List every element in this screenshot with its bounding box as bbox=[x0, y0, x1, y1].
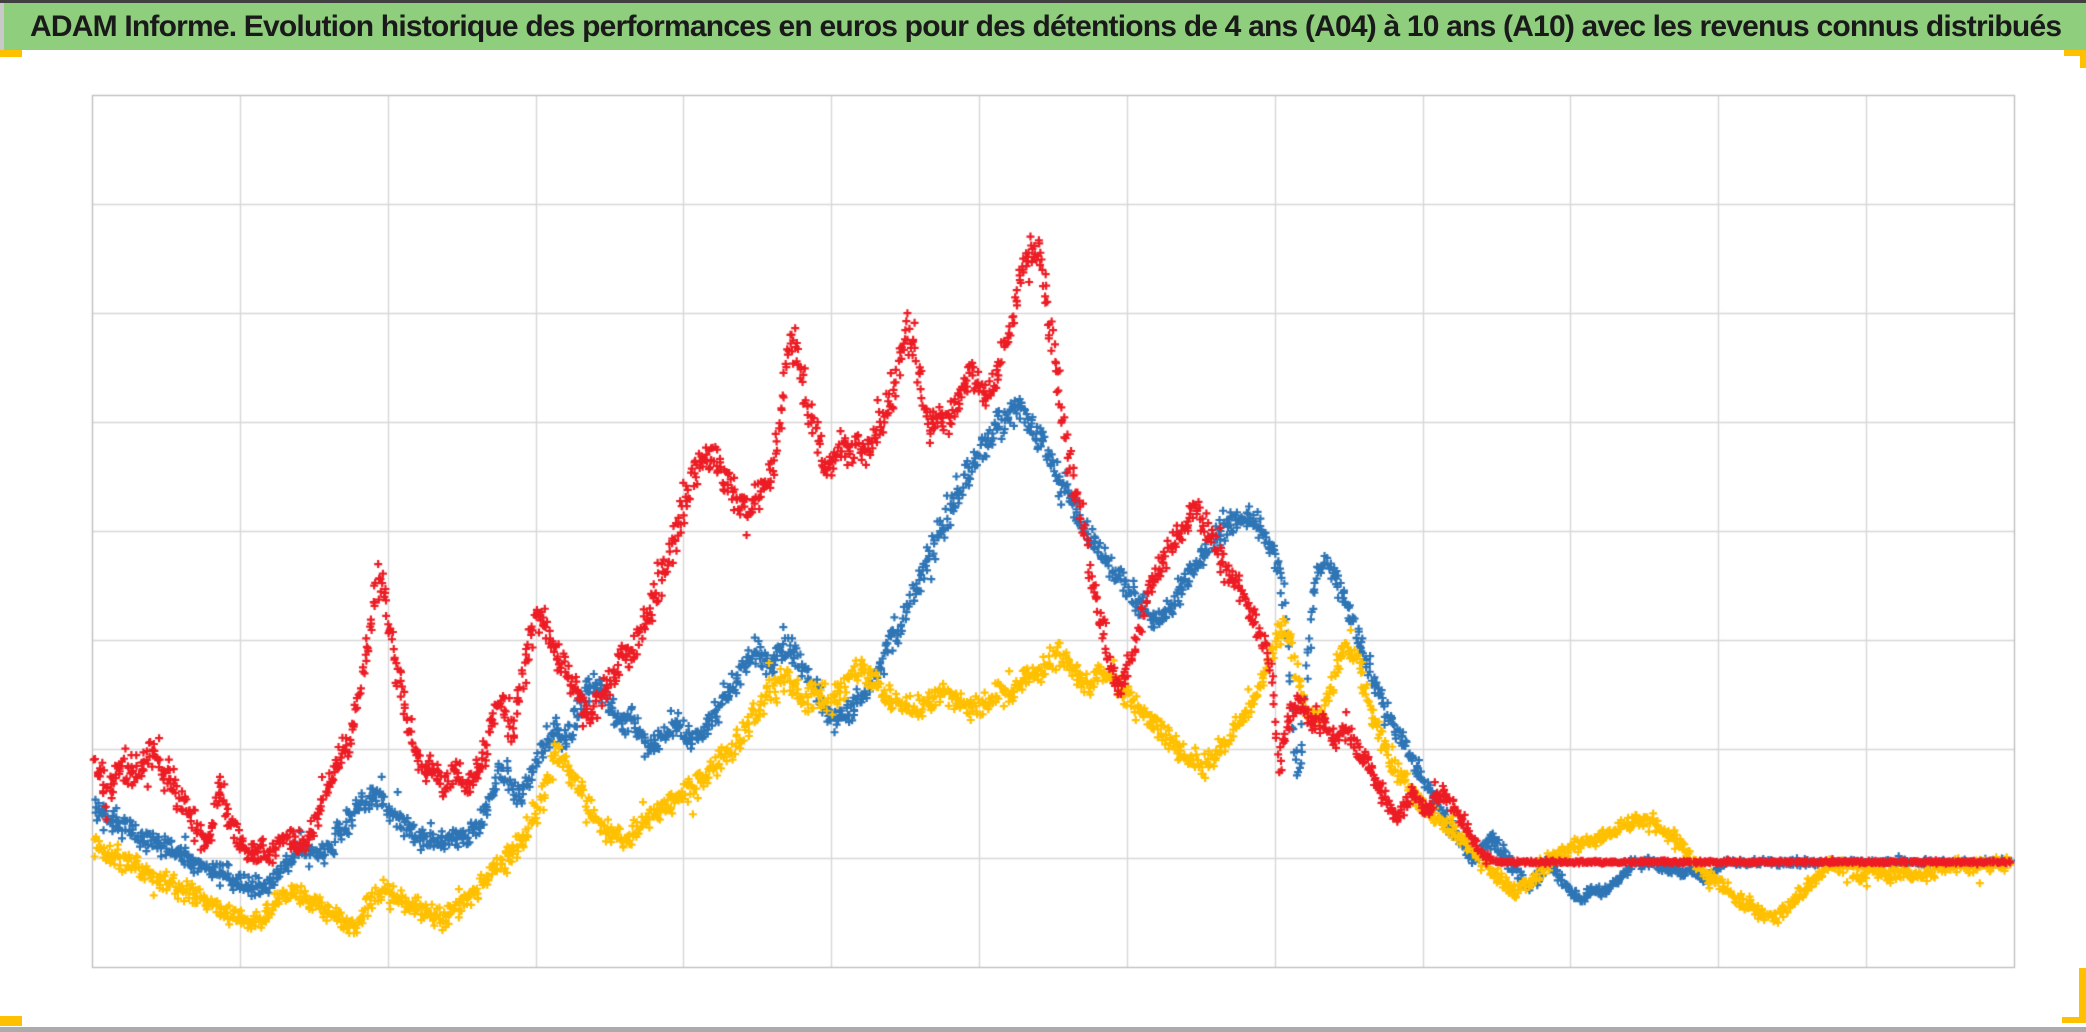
print-area-corner-top-left bbox=[0, 50, 22, 57]
window-bottom-strip bbox=[0, 1027, 2086, 1032]
print-area-corner-top-right-stub bbox=[2080, 50, 2086, 68]
window-left-edge bbox=[0, 3, 4, 50]
title-bar: ADAM Informe. Evolution historique des p… bbox=[0, 0, 2086, 50]
page-title: ADAM Informe. Evolution historique des p… bbox=[30, 9, 2062, 43]
print-area-corner-top-right bbox=[2064, 50, 2086, 56]
print-area-corner-bottom-right-stub bbox=[2079, 968, 2086, 1023]
print-area-corner-bottom-right bbox=[2062, 1017, 2086, 1023]
print-area-corner-bottom-left bbox=[0, 1016, 22, 1026]
